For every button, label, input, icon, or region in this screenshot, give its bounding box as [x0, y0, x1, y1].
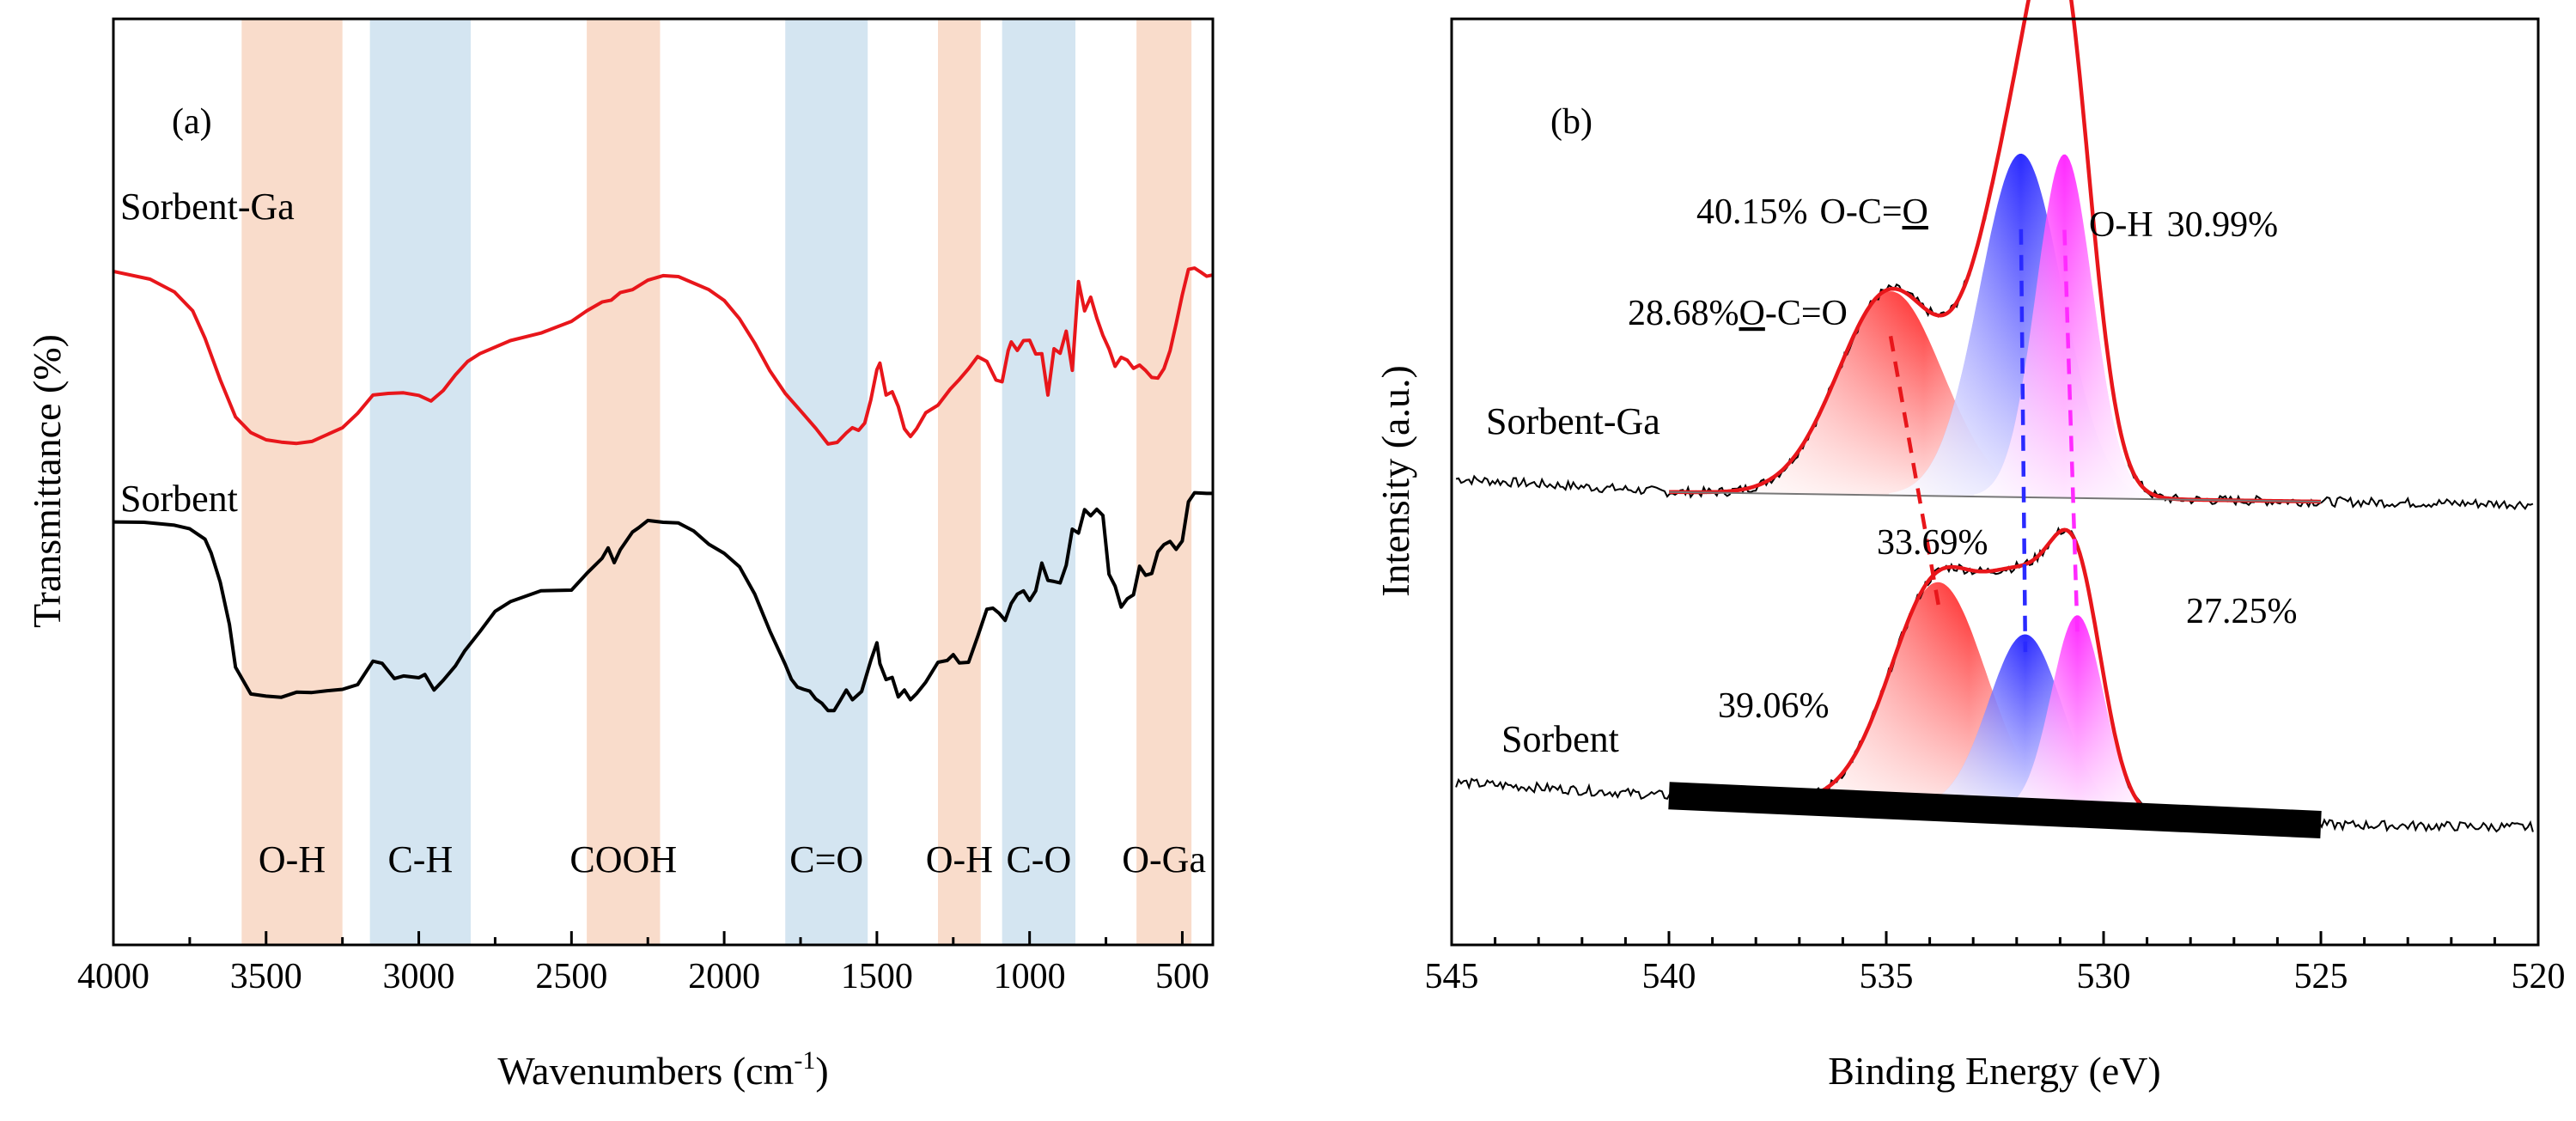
- ftir-band-label-0: O-H: [259, 838, 326, 880]
- ftir-tick-label-1500: 1500: [841, 957, 913, 996]
- xps-group-ga-3: O-H: [2089, 205, 2153, 245]
- ftir-band-label-2: COOH: [569, 838, 677, 880]
- xps-pct-sorbent-3: 27.25%: [2186, 592, 2298, 631]
- xps-tick-label-545: 545: [1425, 957, 1479, 996]
- xps-guide-0: [1888, 335, 1940, 606]
- xps-x-axis-title: Binding Energy (eV): [1828, 1049, 2161, 1093]
- ftir-band-5: [1002, 19, 1075, 945]
- xps-tick-label-540: 540: [1642, 957, 1696, 996]
- ftir-x-axis-title-text: Wavenumbers (cm: [497, 1049, 794, 1093]
- xps-fit-curves: [1668, 0, 2322, 838]
- ftir-line-sorbent: [113, 490, 1213, 713]
- ftir-y-axis-title: Transmittance (%): [25, 334, 69, 628]
- ftir-band-0: [241, 19, 343, 945]
- ftir-x-axis-title-sup: -1: [794, 1046, 815, 1075]
- xps-peak-guides: [1888, 228, 2080, 653]
- ftir-series: [113, 266, 1214, 713]
- ftir-tick-label-1000: 1000: [994, 957, 1066, 996]
- xps-component-shade-1-2: [1994, 615, 2161, 818]
- xps-baseline-1: [1668, 782, 2322, 838]
- ftir-x-axis: 4000 3500 3000 2500 2000 1500 1000 500: [77, 931, 1209, 996]
- ftir-tick-label-4000: 4000: [77, 957, 149, 996]
- ftir-tick-label-3500: 3500: [230, 957, 302, 996]
- xps-group-ga-1: O: [1739, 294, 1765, 333]
- xps-label-ocO-ga: 28.68%O-C=O: [1628, 294, 1848, 333]
- xps-raw-1: [1455, 526, 2534, 833]
- ftir-band-1: [369, 19, 471, 945]
- ftir-band-2: [587, 19, 661, 945]
- ftir-band-labels: O-H C-H COOH C=O O-H C-O O-Ga: [259, 838, 1206, 880]
- xps-pct-ga-3: 30.99%: [2167, 205, 2279, 245]
- ftir-bands: [241, 19, 1192, 945]
- ftir-plot-frame: [112, 17, 1215, 947]
- xps-pct-sorbent-2: 33.69%: [1877, 523, 1988, 563]
- ftir-tick-label-3000: 3000: [383, 957, 455, 996]
- xps-tick-label-535: 535: [1860, 957, 1914, 996]
- xps-label-oh-ga: O-H 30.99%: [2089, 205, 2278, 245]
- ftir-x-axis-title-end: ): [815, 1049, 828, 1093]
- ftir-band-3: [785, 19, 868, 945]
- xps-pct-ga-1: 28.68%: [1628, 294, 1739, 333]
- xps-guide-2: [2062, 229, 2080, 636]
- xps-tick-label-530: 530: [2077, 957, 2131, 996]
- xps-chart: 545 540 535 530 525 520 (b) Sorbent-Ga Sorben…: [1373, 0, 2566, 1093]
- xps-pct-ga-2: 40.15%: [1696, 192, 1808, 232]
- xps-component-fills: [1723, 153, 2161, 818]
- xps-y-axis-title: Intensity (a.u.): [1373, 365, 1417, 597]
- xps-plot-frame: [1450, 17, 2540, 947]
- xps-component-shade-0-2: [1974, 154, 2155, 500]
- ftir-band-label-1: C-H: [387, 838, 453, 880]
- ftir-panel-label: (a): [172, 102, 212, 142]
- ftir-tick-label-2500: 2500: [535, 957, 607, 996]
- xps-panel-label: (b): [1550, 102, 1592, 142]
- xps-legend-sorbent: Sorbent: [1501, 718, 1619, 760]
- ftir-legend-sorbent: Sorbent: [120, 478, 238, 520]
- xps-baseline-0: [1668, 490, 2322, 503]
- ftir-band-label-5: C-O: [1006, 838, 1071, 880]
- xps-legend-sorbent-ga: Sorbent-Ga: [1486, 400, 1660, 442]
- xps-tick-label-525: 525: [2294, 957, 2348, 996]
- ftir-band-label-6: O-Ga: [1122, 838, 1206, 880]
- xps-group-pre-ga-2: O-C=: [1820, 192, 1903, 232]
- ftir-band-4: [938, 19, 981, 945]
- ftir-line-sorbent-ga: [113, 266, 1214, 446]
- xps-x-axis: 545 540 535 530 525 520: [1425, 931, 2566, 996]
- ftir-band-label-4: O-H: [926, 838, 993, 880]
- ftir-chart: O-H C-H COOH C=O O-H C-O O-Ga 4000 3500 3000 2500…: [25, 17, 1215, 1093]
- ftir-legend-sorbent-ga: Sorbent-Ga: [120, 186, 295, 228]
- ftir-x-axis-title: Wavenumbers (cm-1): [497, 1046, 828, 1093]
- xps-group-ga-2: O: [1903, 192, 1928, 232]
- xps-pct-sorbent-1: 39.06%: [1718, 686, 1830, 726]
- ftir-tick-label-500: 500: [1155, 957, 1209, 996]
- xps-tick-label-520: 520: [2512, 957, 2566, 996]
- xps-label-occ-ga: 40.15% O-C=O: [1696, 192, 1928, 232]
- xps-guide-1: [2019, 228, 2028, 653]
- ftir-band-6: [1136, 19, 1192, 945]
- ftir-band-label-3: C=O: [789, 838, 863, 880]
- ftir-tick-label-2000: 2000: [688, 957, 760, 996]
- xps-group-rest-ga-1: -C=O: [1765, 294, 1848, 333]
